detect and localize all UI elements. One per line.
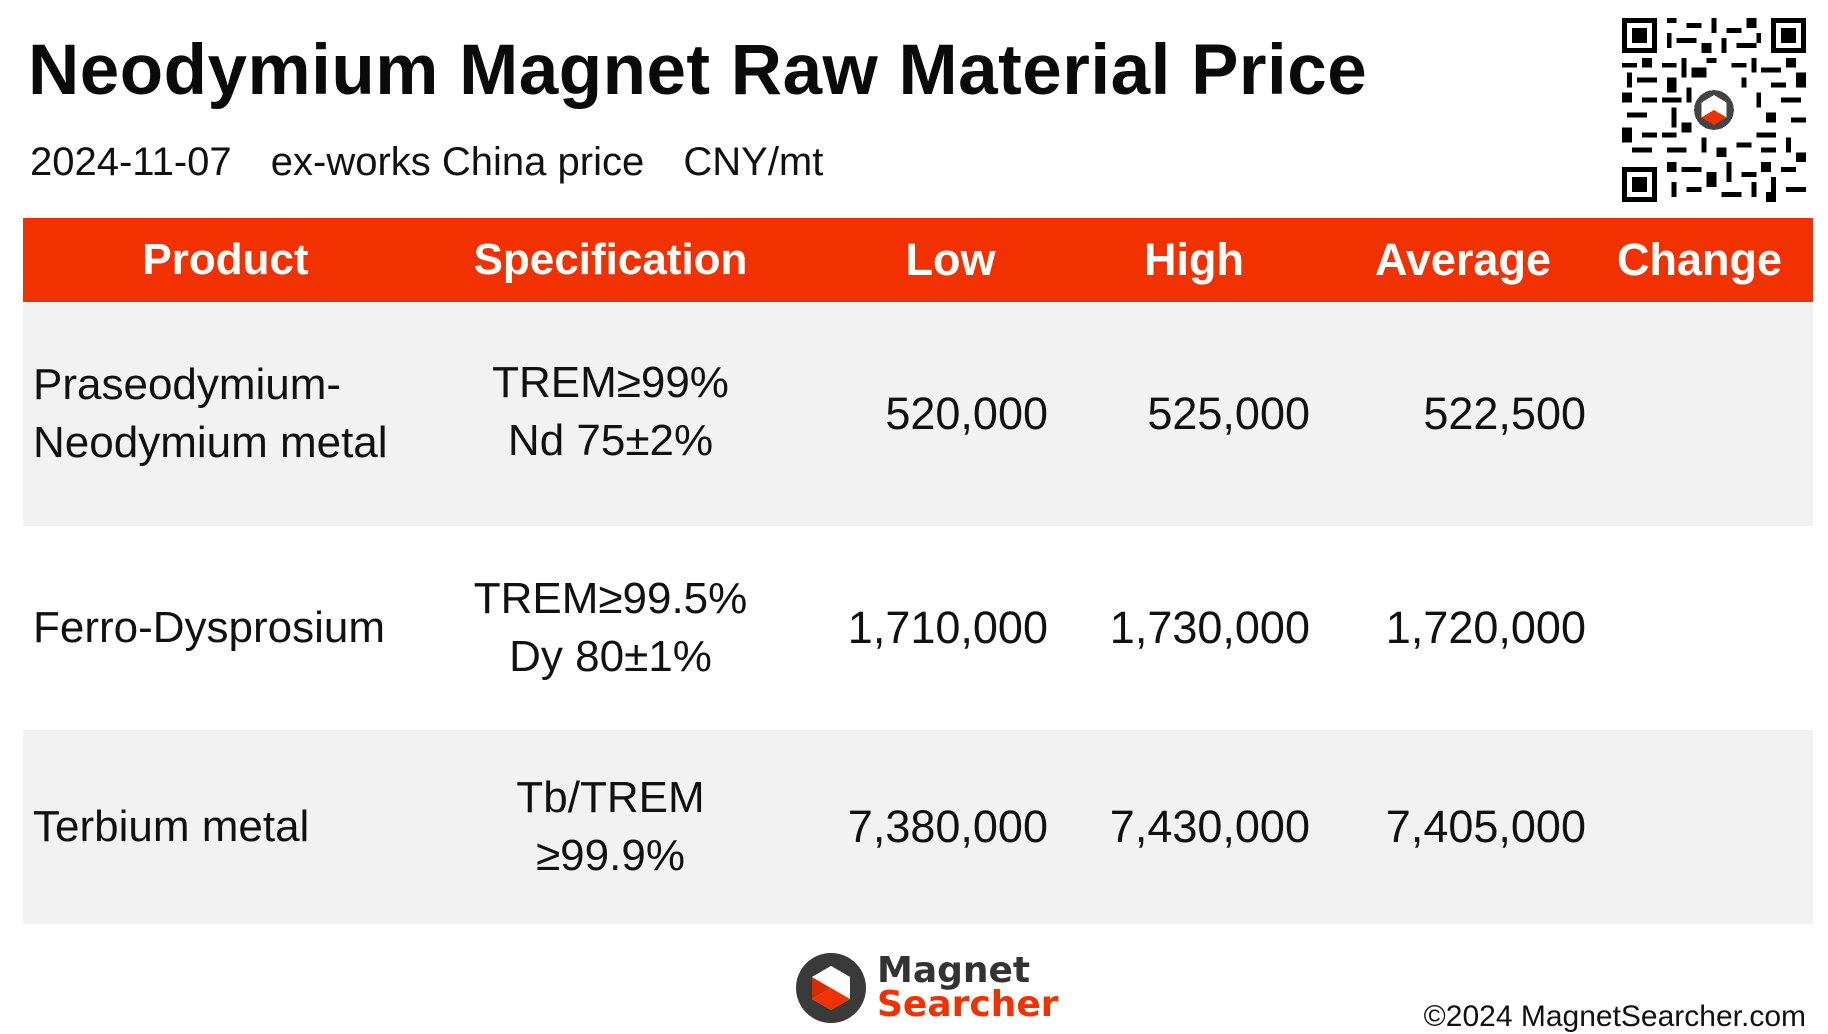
table-row: Ferro-Dysprosium TREM≥99.5% Dy 80±1% 1,7… (23, 526, 1813, 730)
average-price-cell: 1,720,000 (1385, 602, 1586, 653)
specification-cell: TREM≥99.5% Dy 80±1% (428, 570, 793, 686)
product-name-line1: Praseodymium- (33, 360, 342, 409)
qr-code-icon[interactable] (1622, 18, 1806, 202)
logo-wordmark: Magnet Searcher (877, 950, 1059, 1025)
low-price-cell: 7,380,000 (847, 801, 1048, 852)
price-basis: ex-works China price (270, 140, 645, 184)
spec-line2: ≥99.9% (536, 831, 685, 880)
product-cell: Praseodymium- Neodymium metal (23, 356, 428, 472)
subtitle-line: 2024-11-07 ex-works China price CNY/mt (30, 140, 851, 185)
column-header-specification: Specification (473, 235, 748, 284)
price-table: Product Specification Low High Average C… (23, 218, 1813, 924)
spec-line1: Tb/TREM (516, 773, 705, 822)
spec-line1: TREM≥99% (492, 358, 729, 407)
page-title: Neodymium Magnet Raw Material Price (28, 31, 1368, 110)
column-header-average: Average (1375, 234, 1551, 285)
price-unit: CNY/mt (683, 140, 824, 184)
column-header-change: Change (1616, 234, 1782, 285)
high-price-cell: 7,430,000 (1109, 801, 1310, 852)
magnet-searcher-logo-icon (796, 953, 866, 1023)
product-cell: Terbium metal (23, 798, 428, 856)
spec-line2: Nd 75±2% (507, 416, 714, 465)
spec-line1: TREM≥99.5% (473, 574, 748, 623)
product-name-line2: Neodymium metal (33, 418, 388, 467)
table-row: Praseodymium- Neodymium metal TREM≥99% N… (23, 302, 1813, 526)
specification-cell: Tb/TREM ≥99.9% (428, 769, 793, 885)
high-price-cell: 525,000 (1147, 388, 1310, 439)
low-price-cell: 520,000 (885, 388, 1048, 439)
product-name-line1: Ferro-Dysprosium (33, 603, 386, 652)
table-header: Product Specification Low High Average C… (23, 218, 1813, 302)
table-row: Terbium metal Tb/TREM ≥99.9% 7,380,000 7… (23, 730, 1813, 924)
spec-line2: Dy 80±1% (509, 632, 712, 681)
average-price-cell: 7,405,000 (1385, 801, 1586, 852)
price-date: 2024-11-07 (30, 140, 232, 184)
product-cell: Ferro-Dysprosium (23, 599, 428, 657)
low-price-cell: 1,710,000 (847, 602, 1048, 653)
magnet-searcher-logo[interactable]: Magnet Searcher (795, 952, 1059, 1024)
column-header-high: High (1144, 234, 1244, 285)
logo-line2: Searcher (877, 984, 1059, 1025)
column-header-low: Low (905, 234, 996, 285)
product-name-line1: Terbium metal (33, 802, 310, 851)
copyright-text: ©2024 MagnetSearcher.com (1423, 1000, 1806, 1033)
high-price-cell: 1,730,000 (1109, 602, 1310, 653)
column-header-product: Product (142, 235, 309, 284)
logo-line1: Magnet (877, 950, 1031, 991)
specification-cell: TREM≥99% Nd 75±2% (428, 354, 793, 470)
average-price-cell: 522,500 (1423, 388, 1586, 439)
